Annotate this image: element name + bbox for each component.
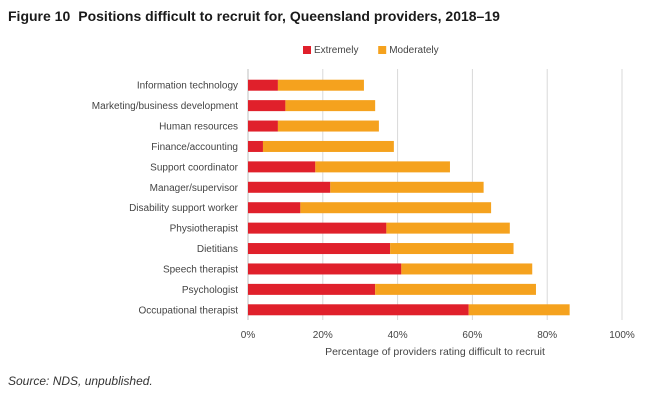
bar-extremely (248, 202, 301, 214)
category-label: Human resources (159, 122, 238, 133)
source-note: Source: NDS, unpublished. (8, 374, 153, 388)
bar-extremely (248, 120, 278, 132)
bar-extremely (248, 100, 286, 112)
x-axis-label: Percentage of providers rating difficult… (325, 346, 545, 358)
legend-swatch (378, 46, 387, 54)
category-label: Support coordinator (150, 162, 239, 173)
figure-label: Figure 10 (8, 8, 71, 24)
bar-moderately (262, 140, 394, 152)
bar-moderately (277, 120, 379, 132)
x-tick-label: 40% (388, 330, 408, 341)
bar-extremely (248, 263, 402, 275)
category-label: Finance/accounting (151, 142, 238, 153)
figure-title: Figure 10 Positions difficult to recruit … (8, 8, 500, 24)
bar-moderately (468, 304, 570, 316)
bar-extremely (248, 304, 469, 316)
category-label: Physiotherapist (170, 224, 239, 235)
x-tick-label: 60% (462, 330, 482, 341)
bar-moderately (285, 100, 376, 112)
bar-extremely (248, 283, 376, 295)
category-label: Marketing/business development (92, 101, 238, 112)
bar-moderately (386, 222, 510, 234)
x-tick-label: 0% (241, 330, 256, 341)
bar-moderately (315, 161, 450, 173)
category-label: Disability support worker (129, 203, 239, 214)
bar-extremely (248, 140, 263, 152)
bar-moderately (401, 263, 533, 275)
category-label: Dietitians (197, 244, 238, 255)
bar-extremely (248, 161, 316, 173)
bar-moderately (300, 202, 492, 214)
bar-extremely (248, 222, 387, 234)
category-label: Manager/supervisor (150, 183, 239, 194)
category-label: Occupational therapist (138, 305, 238, 316)
bar-moderately (390, 243, 514, 255)
legend-swatch (303, 46, 311, 54)
bar-extremely (248, 181, 331, 193)
bar-extremely (248, 79, 278, 91)
legend-label: Extremely (314, 45, 358, 56)
figure-title-text: Positions difficult to recruit for, Quee… (78, 8, 500, 24)
legend-label: Moderately (389, 45, 438, 56)
bar-moderately (375, 283, 536, 295)
category-label: Speech therapist (163, 264, 238, 275)
category-label: Information technology (137, 81, 238, 92)
x-tick-label: 20% (313, 330, 333, 341)
bar-extremely (248, 243, 391, 255)
bar-moderately (277, 79, 364, 91)
x-tick-label: 80% (537, 330, 557, 341)
bar-moderately (330, 181, 484, 193)
category-label: Psychologist (182, 285, 238, 296)
x-tick-label: 100% (609, 330, 635, 341)
